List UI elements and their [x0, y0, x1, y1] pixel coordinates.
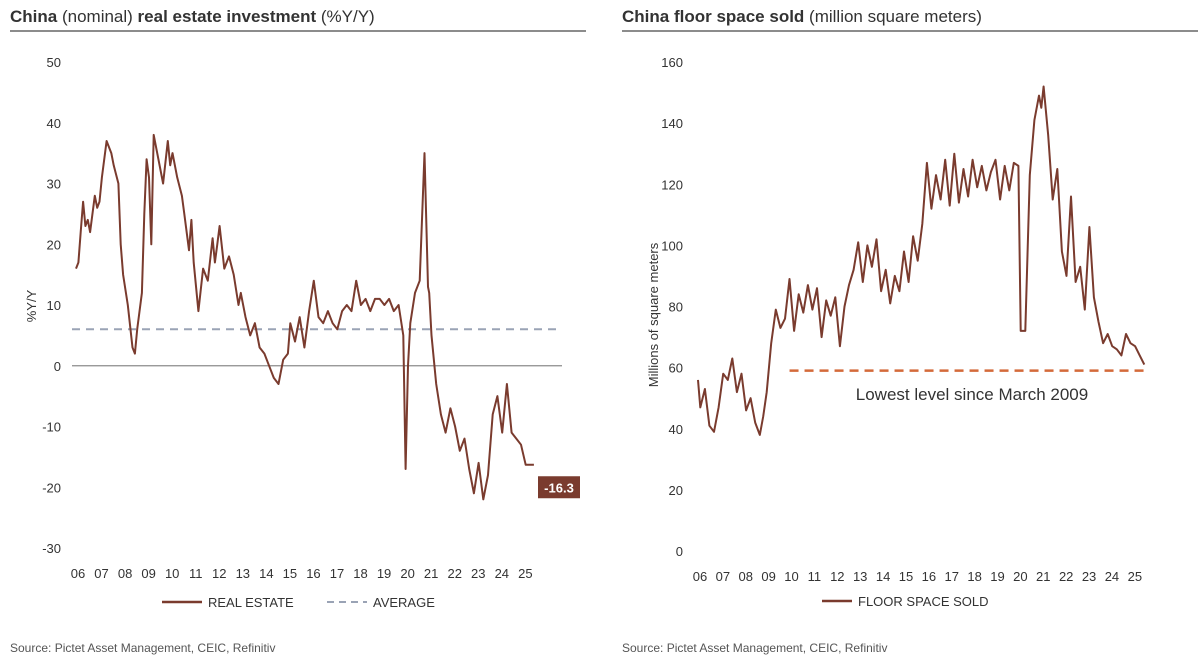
- left-x-tick-label: 21: [424, 566, 438, 581]
- right-y-tick-label: 80: [669, 300, 683, 315]
- last-value-label: -16.3: [544, 480, 574, 495]
- right-x-tick-label: 16: [922, 569, 936, 584]
- legend-real-estate-label: REAL ESTATE: [208, 595, 294, 610]
- last-value-badge-bg: [538, 476, 580, 499]
- right-chart-panel: China floor space sold (million square m…: [622, 7, 1198, 655]
- left-x-tick-label: 13: [236, 566, 250, 581]
- right-x-tick-label: 07: [716, 569, 730, 584]
- right-x-tick-label: 19: [990, 569, 1004, 584]
- left-x-tick-label: 23: [471, 566, 485, 581]
- left-x-tick-label: 24: [495, 566, 509, 581]
- right-x-tick-label: 18: [967, 569, 981, 584]
- left-title-normal-1: (nominal): [57, 7, 137, 26]
- left-y-tick-label: 20: [47, 237, 61, 252]
- right-source-note: Source: Pictet Asset Management, CEIC, R…: [622, 641, 887, 655]
- lowest-level-annotation: Lowest level since March 2009: [856, 385, 1088, 404]
- right-y-axis-label: Millions of square meters: [646, 242, 661, 387]
- left-x-tick-label: 12: [212, 566, 226, 581]
- left-y-tick-label: 50: [47, 55, 61, 70]
- left-x-tick-label: 20: [400, 566, 414, 581]
- right-y-tick-label: 140: [661, 116, 683, 131]
- left-x-tick-label: 08: [118, 566, 132, 581]
- left-x-tick-label: 14: [259, 566, 273, 581]
- left-x-tick-label: 09: [141, 566, 155, 581]
- right-y-tick-label: 40: [669, 422, 683, 437]
- left-y-tick-label: 30: [47, 177, 61, 192]
- left-x-tick-label: 10: [165, 566, 179, 581]
- right-x-tick-label: 08: [739, 569, 753, 584]
- left-chart-title: China (nominal) real estate investment (…: [10, 7, 375, 26]
- right-x-tick-label: 14: [876, 569, 890, 584]
- left-y-tick-label: 0: [54, 359, 61, 374]
- left-title-normal-2: (%Y/Y): [316, 7, 375, 26]
- right-chart-title: China floor space sold (million square m…: [622, 7, 982, 26]
- left-x-tick-label: 17: [330, 566, 344, 581]
- right-x-tick-label: 21: [1036, 569, 1050, 584]
- last-value-badge: -16.3: [538, 476, 580, 499]
- right-x-tick-label: 20: [1013, 569, 1027, 584]
- left-x-tick-label: 07: [94, 566, 108, 581]
- left-x-tick-label: 15: [283, 566, 297, 581]
- right-x-tick-label: 25: [1128, 569, 1142, 584]
- legend-floor-space-label: FLOOR SPACE SOLD: [858, 594, 989, 609]
- right-x-tick-label: 13: [853, 569, 867, 584]
- left-y-tick-label: -10: [42, 420, 61, 435]
- right-x-tick-label: 17: [945, 569, 959, 584]
- right-x-ticks: 06 07 08 09 10 11 12 13 14 15 16 17 18 19 20 21 22 23 24 25: [693, 569, 1142, 584]
- left-y-axis-label: %Y/Y: [24, 289, 39, 322]
- right-y-tick-label: 100: [661, 238, 683, 253]
- legend-average-label: AVERAGE: [373, 595, 435, 610]
- right-x-tick-label: 09: [761, 569, 775, 584]
- left-source-note: Source: Pictet Asset Management, CEIC, R…: [10, 641, 275, 655]
- left-x-ticks: 06 07 08 09 10 11 12 13 14 15 16 17 18 19 20 21 22 23 24 25: [71, 566, 533, 581]
- left-x-tick-label: 19: [377, 566, 391, 581]
- right-x-tick-label: 11: [808, 569, 822, 584]
- left-x-tick-label: 18: [353, 566, 367, 581]
- right-y-tick-label: 20: [669, 483, 683, 498]
- left-title-bold-2: real estate investment: [138, 7, 317, 26]
- right-x-tick-label: 24: [1105, 569, 1119, 584]
- left-y-tick-label: 10: [47, 298, 61, 313]
- right-y-tick-label: 60: [669, 361, 683, 376]
- left-chart-panel: China (nominal) real estate investment (…: [10, 7, 586, 655]
- left-y-tick-label: 40: [47, 116, 61, 131]
- left-x-tick-label: 25: [518, 566, 532, 581]
- left-title-bold-1: China: [10, 7, 58, 26]
- right-y-tick-label: 120: [661, 177, 683, 192]
- right-x-tick-label: 22: [1059, 569, 1073, 584]
- left-x-tick-label: 06: [71, 566, 85, 581]
- left-y-tick-label: -20: [42, 480, 61, 495]
- real-estate-line: [75, 133, 534, 501]
- left-x-tick-label: 22: [447, 566, 461, 581]
- right-legend: FLOOR SPACE SOLD: [822, 594, 989, 609]
- left-y-ticks: -30 -20 -10 0 10 20 30 40 50: [42, 55, 61, 556]
- right-title-normal-1: (million square meters): [804, 7, 982, 26]
- right-x-tick-label: 06: [693, 569, 707, 584]
- right-x-tick-label: 12: [830, 569, 844, 584]
- left-x-tick-label: 11: [189, 566, 203, 581]
- right-y-ticks: 0 20 40 60 80 100 120 140 160: [661, 55, 683, 559]
- left-y-tick-label: -30: [42, 541, 61, 556]
- left-x-tick-label: 16: [306, 566, 320, 581]
- right-y-tick-label: 160: [661, 55, 683, 70]
- right-x-tick-label: 10: [784, 569, 798, 584]
- right-y-tick-label: 0: [676, 544, 683, 559]
- right-title-bold-1: China floor space sold: [622, 7, 804, 26]
- floor-space-sold-line: [697, 85, 1146, 436]
- right-x-tick-label: 23: [1082, 569, 1096, 584]
- right-x-tick-label: 15: [899, 569, 913, 584]
- left-legend: REAL ESTATE AVERAGE: [162, 595, 435, 610]
